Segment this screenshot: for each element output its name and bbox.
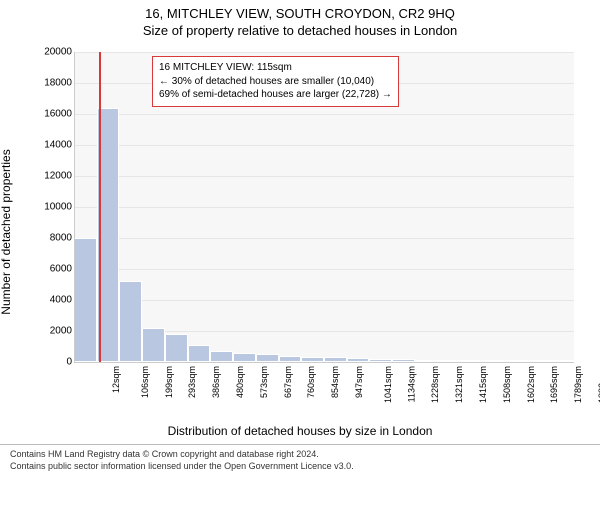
y-tick-label: 20000 (32, 47, 72, 58)
histogram-bar (74, 238, 97, 362)
gridline (74, 52, 574, 53)
y-tick-label: 6000 (32, 264, 72, 275)
footer-line-1: Contains HM Land Registry data © Crown c… (10, 449, 590, 461)
gridline (74, 207, 574, 208)
histogram-bar (210, 351, 233, 362)
x-tick-label: 1321sqm (454, 366, 464, 403)
y-tick-label: 0 (32, 357, 72, 368)
y-tick-label: 12000 (32, 171, 72, 182)
x-tick-label: 854sqm (330, 366, 340, 398)
y-tick-label: 18000 (32, 78, 72, 89)
x-tick-label: 1695sqm (550, 366, 560, 403)
histogram-bar (165, 334, 188, 362)
y-tick-label: 8000 (32, 233, 72, 244)
x-tick-label: 199sqm (164, 366, 174, 398)
page-subtitle: Size of property relative to detached ho… (0, 23, 600, 38)
gridline (74, 176, 574, 177)
x-tick-label: 106sqm (140, 366, 150, 398)
gridline (74, 114, 574, 115)
property-marker-line (99, 52, 101, 362)
x-tick-label: 1789sqm (573, 366, 583, 403)
x-tick-label: 480sqm (235, 366, 245, 398)
x-tick-label: 947sqm (354, 366, 364, 398)
y-tick-label: 14000 (32, 140, 72, 151)
x-tick-label: 386sqm (211, 366, 221, 398)
plot-area: 16 MITCHLEY VIEW: 115sqm← 30% of detache… (74, 52, 574, 362)
chart-container: Number of detached properties 16 MITCHLE… (20, 42, 580, 422)
page-title: 16, MITCHLEY VIEW, SOUTH CROYDON, CR2 9H… (0, 6, 600, 21)
gridline (74, 300, 574, 301)
x-tick-label: 293sqm (187, 366, 197, 398)
y-tick-label: 2000 (32, 326, 72, 337)
x-tick-label: 12sqm (111, 366, 121, 393)
x-tick-label: 1415sqm (478, 366, 488, 403)
footer-line-2: Contains public sector information licen… (10, 461, 590, 473)
x-tick-label: 1508sqm (502, 366, 512, 403)
histogram-bar (233, 353, 256, 362)
annotation-line-2: ← 30% of detached houses are smaller (10… (159, 75, 392, 89)
x-tick-label: 573sqm (259, 366, 269, 398)
x-axis-label: Distribution of detached houses by size … (0, 424, 600, 438)
histogram-bar (188, 345, 211, 362)
gridline (74, 238, 574, 239)
x-axis-line (74, 362, 574, 363)
y-axis-line (74, 52, 75, 362)
x-tick-label: 1134sqm (406, 366, 416, 402)
y-tick-label: 4000 (32, 295, 72, 306)
y-tick-label: 10000 (32, 202, 72, 213)
annotation-line-3: 69% of semi-detached houses are larger (… (159, 88, 392, 102)
x-tick-label: 1228sqm (430, 366, 440, 403)
gridline (74, 145, 574, 146)
gridline (74, 269, 574, 270)
annotation-box: 16 MITCHLEY VIEW: 115sqm← 30% of detache… (152, 56, 399, 107)
histogram-bar (119, 281, 142, 362)
annotation-line-1: 16 MITCHLEY VIEW: 115sqm (159, 61, 392, 75)
y-axis-label: Number of detached properties (0, 149, 13, 314)
x-tick-label: 1041sqm (383, 366, 393, 403)
x-tick-label: 667sqm (283, 366, 293, 398)
histogram-bar (142, 328, 165, 362)
histogram-bar (256, 354, 279, 362)
footer: Contains HM Land Registry data © Crown c… (0, 444, 600, 476)
x-tick-label: 1602sqm (526, 366, 536, 403)
x-tick-label: 760sqm (306, 366, 316, 398)
y-tick-label: 16000 (32, 109, 72, 120)
